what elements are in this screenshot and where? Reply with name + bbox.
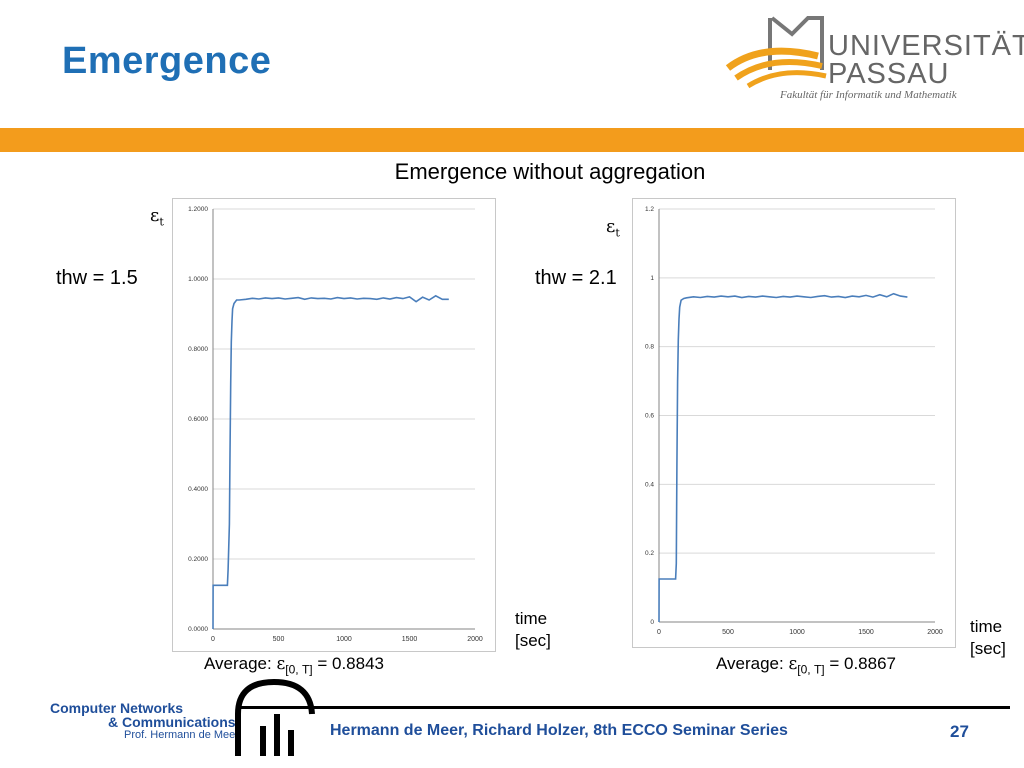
thw-label-1: thw = 1.5 <box>56 267 138 289</box>
x-tick-label: 1500 <box>858 629 874 636</box>
thw-label-2: thw = 2.1 <box>535 267 617 289</box>
x-tick-label: 1000 <box>789 629 805 636</box>
group-logo: Computer Networks & Communications Prof.… <box>50 698 250 764</box>
page-number: 27 <box>950 722 969 741</box>
y-tick-label: 1 <box>650 275 654 282</box>
series-line <box>212 294 449 630</box>
x-tick-label: 1000 <box>336 636 352 643</box>
x-tick-label: 500 <box>722 629 734 636</box>
header-band <box>0 128 1024 152</box>
y-tick-label: 0.2000 <box>188 556 208 563</box>
chart-thw-2-1: 0 0.2 0.4 0.6 0.8 1 1.2 0 500 1000 1500 2000 <box>632 198 956 648</box>
x-tick-label: 0 <box>211 636 215 643</box>
y-tick-label: 0.6 <box>645 413 654 420</box>
y-axis-label-1: εt <box>150 205 164 229</box>
university-name-line1: UNIVERSITÄT <box>828 30 1024 62</box>
y-tick-label: 0.8 <box>645 344 654 351</box>
footer-authors: Hermann de Meer, Richard Holzer, 8th ECC… <box>330 722 788 739</box>
university-emblem-icon <box>725 16 827 89</box>
x-tick-label: 1500 <box>402 636 418 643</box>
y-tick-label: 0.6000 <box>188 416 208 423</box>
average-label-1: Average: ε[0, T] = 0.8843 <box>204 654 384 677</box>
university-logo: UNIVERSITÄT PASSAU Fakultät für Informat… <box>722 12 1024 112</box>
slide-title: Emergence <box>62 40 272 82</box>
group-name-line1: Computer Networks <box>50 700 184 716</box>
x-tick-label: 2000 <box>467 636 483 643</box>
university-faculty: Fakultät für Informatik und Mathematik <box>780 89 957 101</box>
series-line <box>658 292 908 623</box>
y-tick-label: 0.4000 <box>188 486 208 493</box>
chart-thw-1-5: 0.0000 0.2000 0.4000 0.6000 0.8000 1.0000 1.20… <box>172 198 496 652</box>
x-axis-label-1: time [sec] <box>515 609 551 650</box>
y-tick-label: 1.2000 <box>188 206 208 213</box>
y-axis-label-2: εt <box>606 216 620 240</box>
y-tick-label: 0.2 <box>645 550 654 557</box>
slide-subtitle: Emergence without aggregation <box>394 159 706 184</box>
x-tick-label: 500 <box>273 636 285 643</box>
x-tick-label: 0 <box>657 629 661 636</box>
y-tick-label: 0.0000 <box>188 626 208 633</box>
y-tick-label: 1.2 <box>645 206 654 213</box>
y-tick-label: 1.0000 <box>188 276 208 283</box>
average-label-2: Average: ε[0, T] = 0.8867 <box>716 654 896 677</box>
y-tick-label: 0 <box>650 619 654 626</box>
y-tick-label: 0.4 <box>645 481 654 488</box>
network-emblem-icon <box>235 678 315 756</box>
footer-divider <box>240 706 1010 709</box>
university-name-line2: PASSAU <box>828 58 950 90</box>
x-tick-label: 2000 <box>927 629 943 636</box>
x-axis-label-2: time [sec] <box>970 617 1006 658</box>
group-professor: Prof. Hermann de Meer <box>124 729 239 741</box>
group-name-line2: & Communications <box>108 714 236 730</box>
y-tick-label: 0.8000 <box>188 346 208 353</box>
